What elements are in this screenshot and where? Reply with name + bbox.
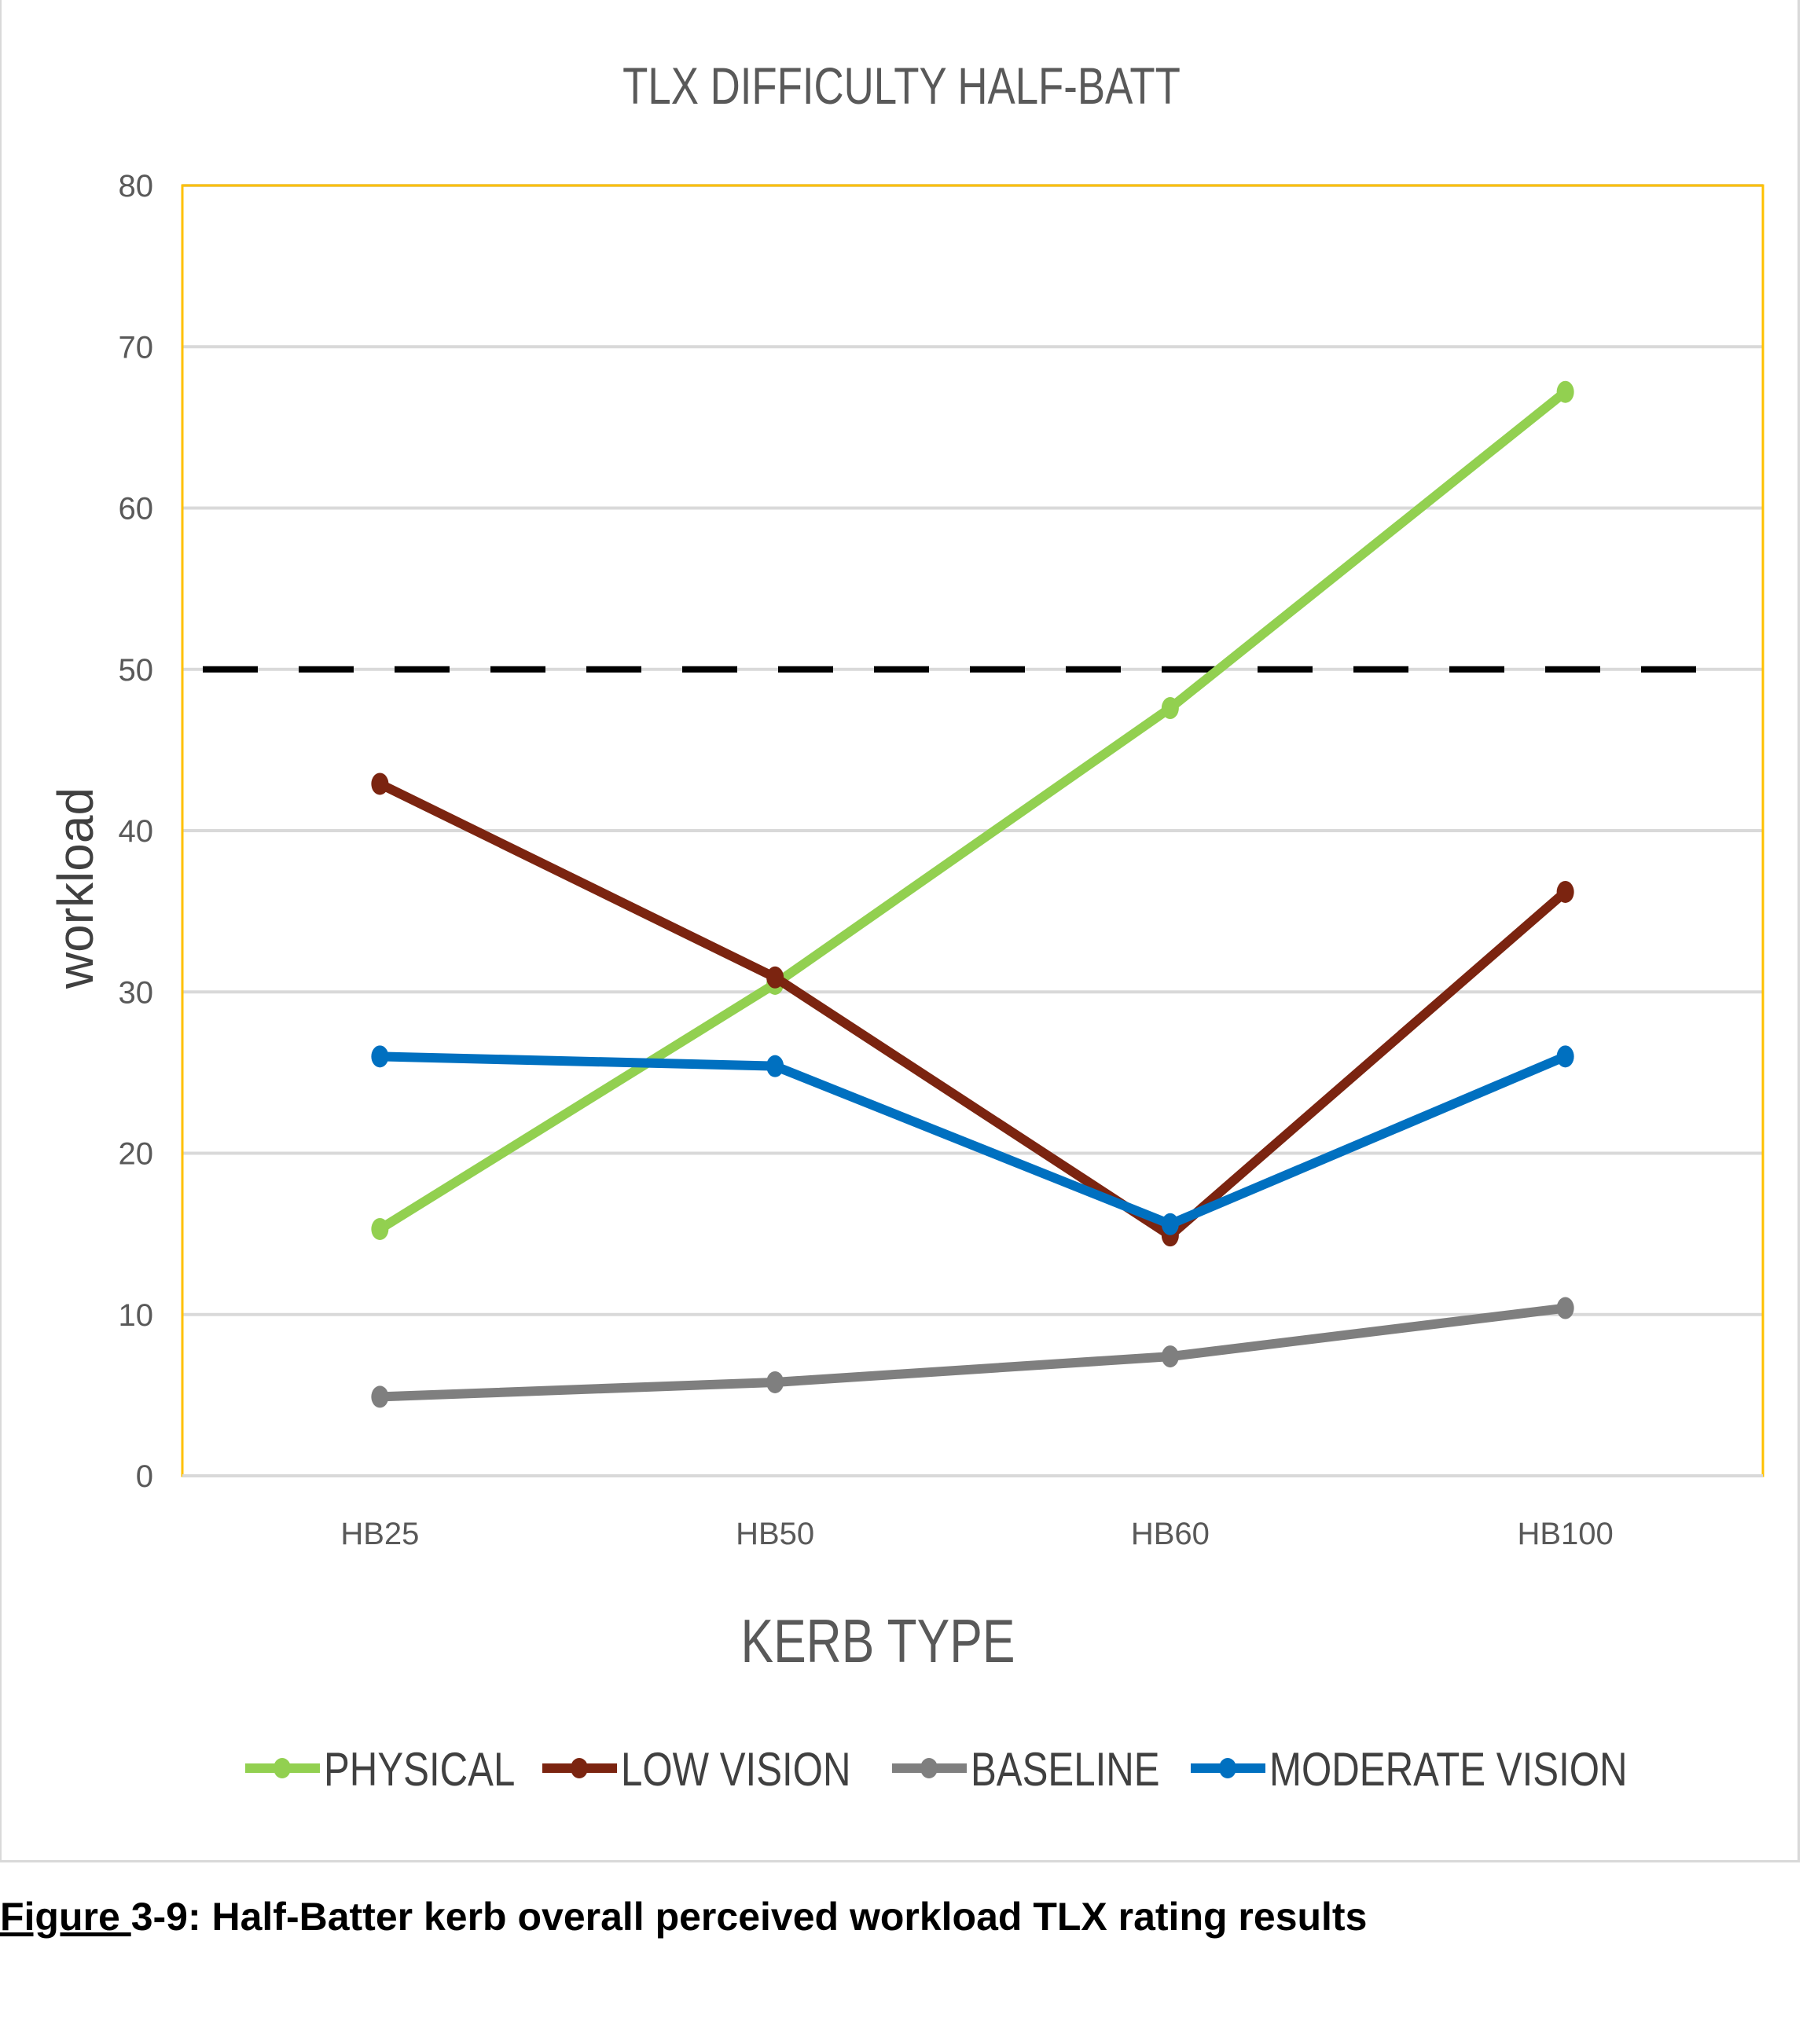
data-point-low-vision [766, 966, 784, 989]
x-tick-label: HB100 [1517, 1517, 1613, 1551]
y-axis-title: workload [47, 787, 104, 989]
series-line-moderate-vision [380, 1051, 1567, 1229]
legend-marker-low-vision [571, 1758, 588, 1778]
legend-label-baseline: BASELINE [971, 1742, 1160, 1796]
series-line-baseline [380, 1303, 1566, 1402]
legend-label-low-vision: LOW VISION [621, 1742, 850, 1796]
y-tick-label: 30 [119, 975, 154, 1010]
x-tick-label: HB50 [736, 1517, 814, 1551]
y-tick-label: 10 [119, 1298, 154, 1333]
y-tick-label: 70 [119, 330, 154, 365]
data-point-moderate-vision [1556, 1045, 1574, 1068]
data-point-physical [1556, 380, 1574, 403]
series-line-low-vision [377, 780, 1569, 1241]
data-point-moderate-vision [766, 1055, 784, 1077]
figure-caption-text: 3-9: Half-Batter kerb overall perceived … [130, 1895, 1368, 1939]
legend-marker-baseline [920, 1758, 938, 1778]
x-tick-label: HB25 [340, 1517, 419, 1551]
data-point-moderate-vision [1161, 1213, 1179, 1235]
data-point-baseline [371, 1385, 389, 1408]
data-point-physical [1161, 697, 1179, 720]
data-point-baseline [1161, 1345, 1179, 1368]
legend-marker-moderate-vision [1219, 1758, 1236, 1778]
series-line-physical [377, 388, 1569, 1234]
legend-label-physical: PHYSICAL [324, 1742, 515, 1796]
y-tick-label: 60 [119, 492, 154, 527]
y-tick-label: 80 [119, 169, 154, 204]
y-tick-label: 20 [119, 1137, 154, 1172]
data-point-low-vision [371, 772, 389, 795]
data-point-low-vision [1556, 880, 1574, 903]
legend-marker-physical [274, 1758, 291, 1778]
data-point-physical [371, 1217, 389, 1240]
chart-title: TLX DIFFICULTY HALF-BATT [622, 57, 1181, 115]
y-tick-label: 0 [136, 1459, 153, 1494]
chart-frame [0, 0, 1800, 1862]
y-tick-label: 50 [119, 653, 154, 688]
legend-label-moderate-vision: MODERATE VISION [1269, 1742, 1628, 1796]
line-chart: TLX DIFFICULTY HALF-BATT 0 10 20 30 40 50 60 70 8… [47, 57, 1764, 1796]
data-point-baseline [766, 1371, 784, 1393]
data-point-moderate-vision [371, 1045, 389, 1068]
x-tick-label: HB60 [1131, 1517, 1210, 1551]
y-tick-label: 40 [119, 814, 154, 849]
figure-caption: Figure 3-9: Half-Batter kerb overall per… [0, 1894, 1367, 1939]
figure-label: Figure [0, 1895, 131, 1939]
x-axis-title: KERB TYPE [740, 1606, 1015, 1675]
data-point-baseline [1556, 1297, 1574, 1319]
